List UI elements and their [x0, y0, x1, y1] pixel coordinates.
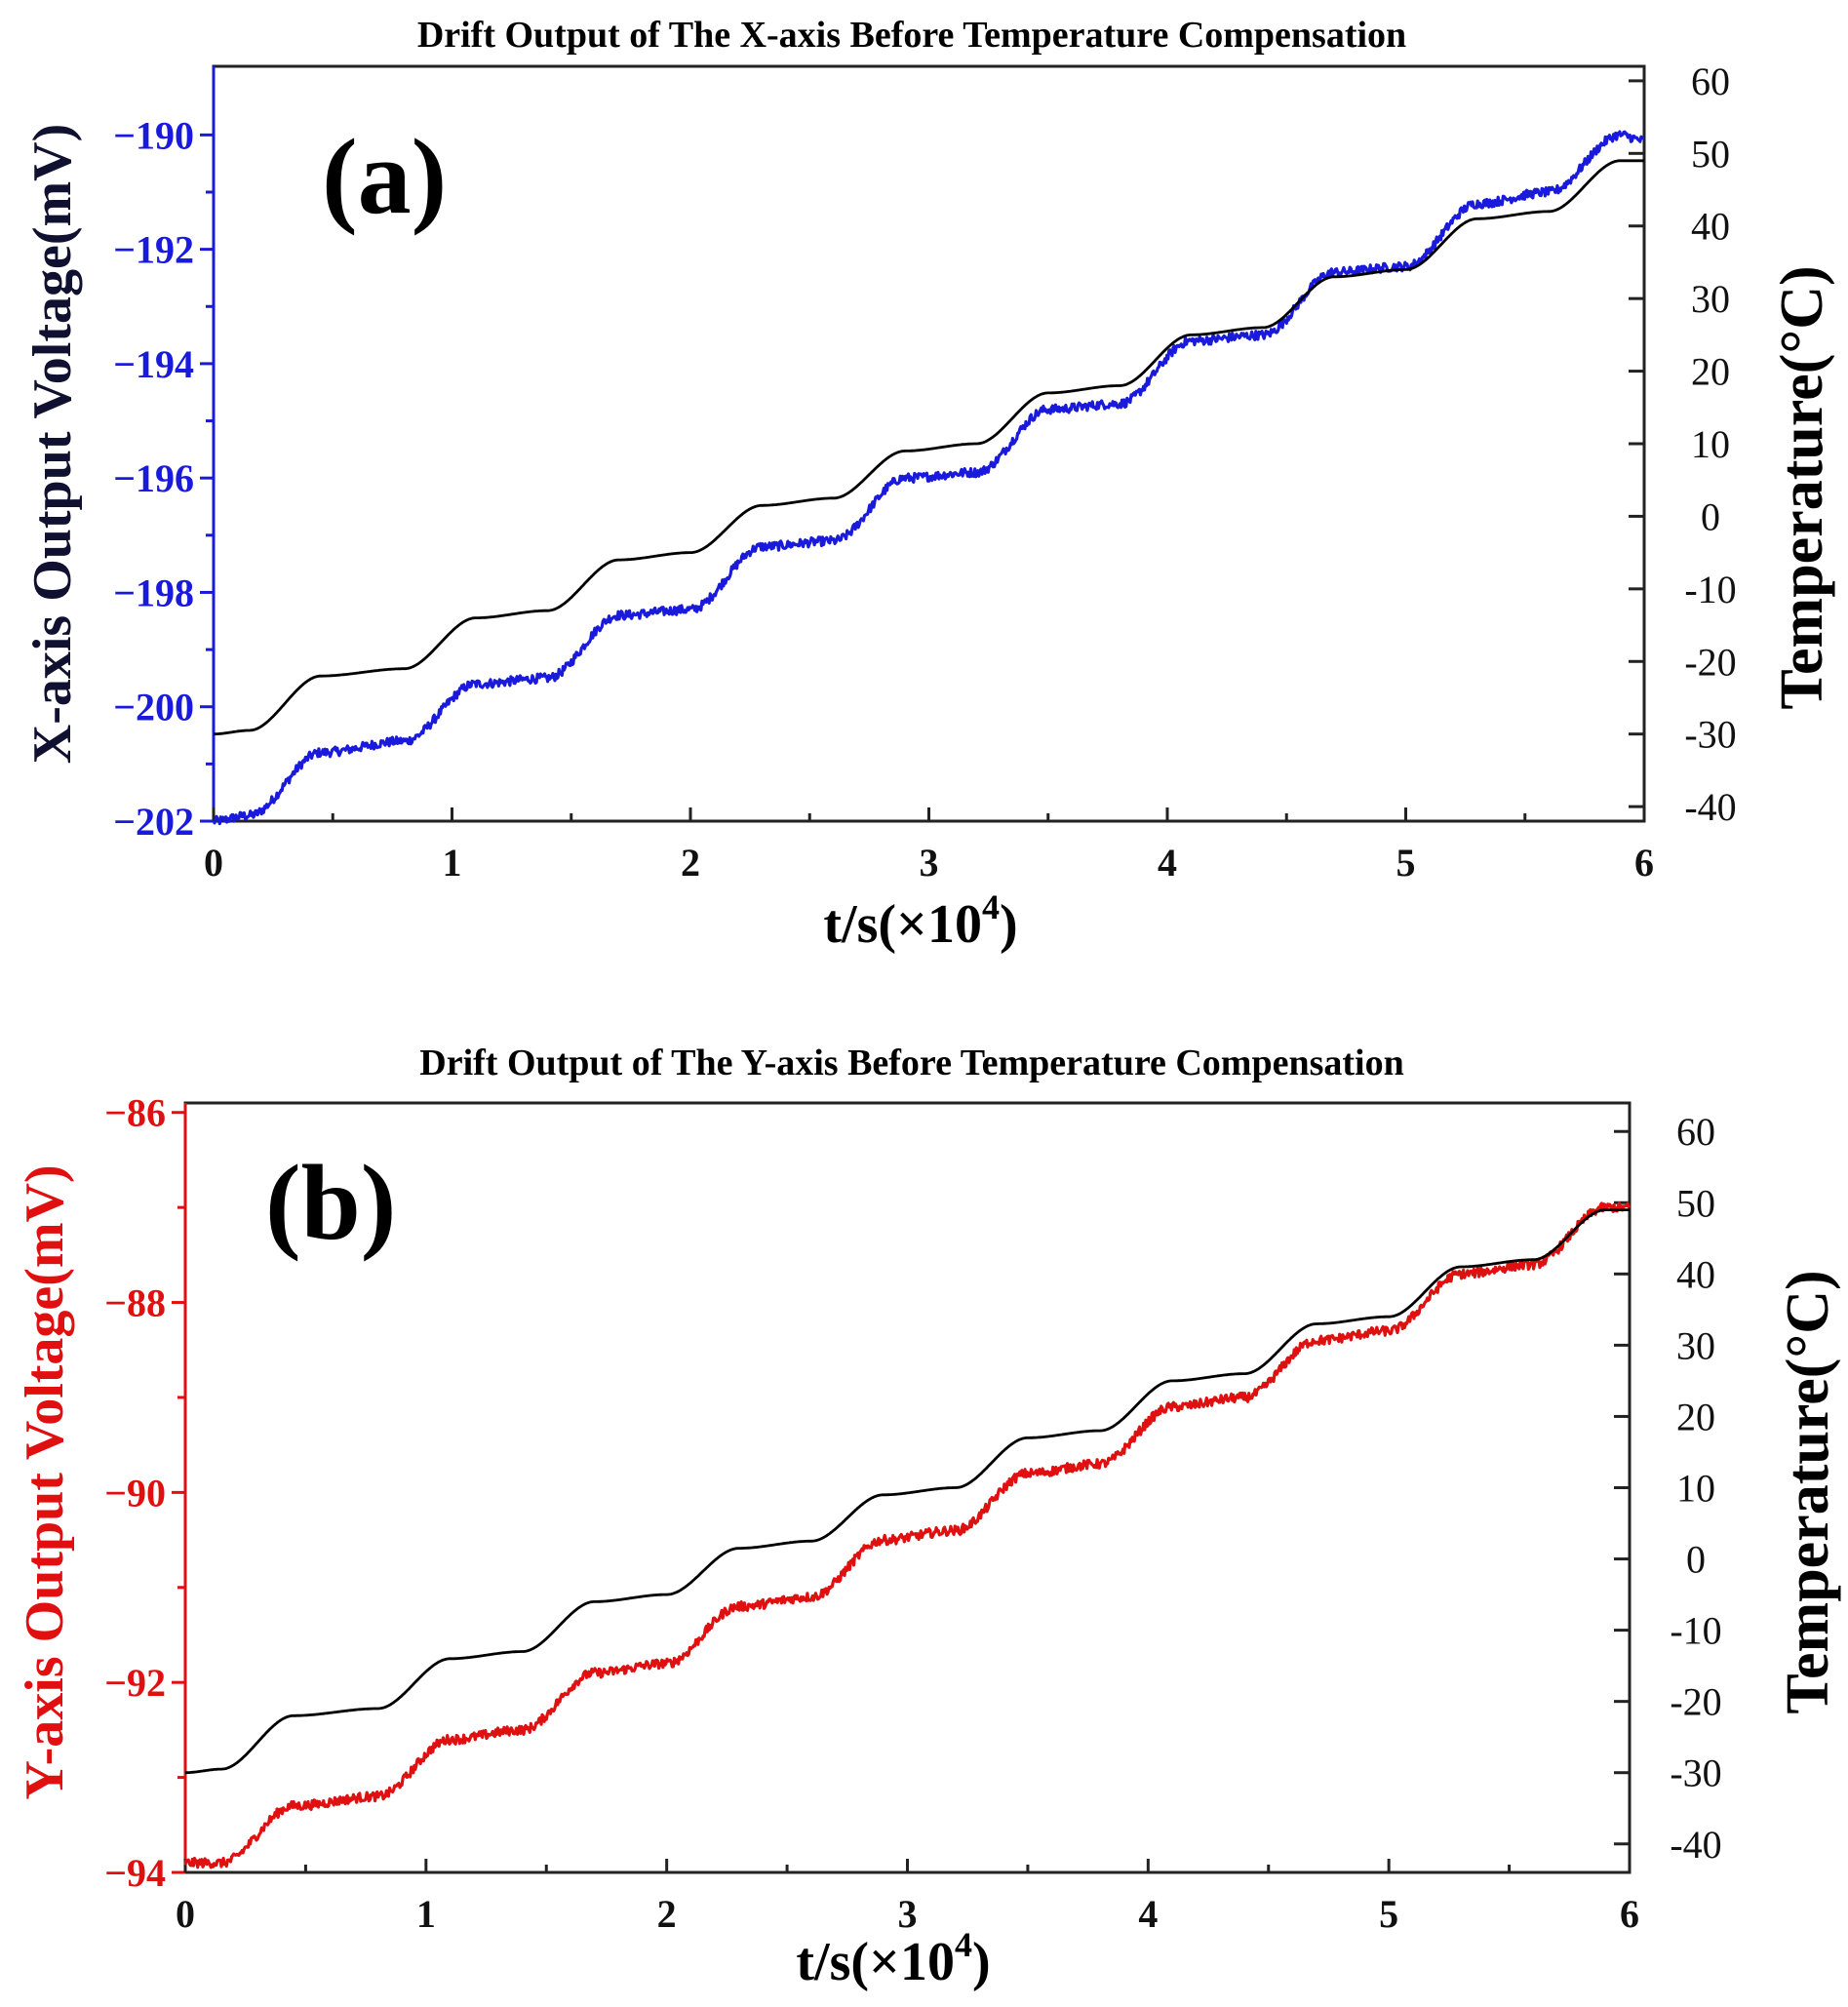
- y2-tick-label: -20: [1670, 1680, 1721, 1724]
- y2-tick-label: 20: [1676, 1395, 1715, 1438]
- x-tick-label: 5: [1379, 1892, 1398, 1936]
- series-group: [212, 130, 1645, 826]
- x-tick-label: 5: [1396, 841, 1416, 885]
- y2-tick-label: 20: [1691, 350, 1730, 394]
- x-tick-label: 4: [1138, 1892, 1158, 1936]
- x-tick-label: 1: [443, 841, 462, 885]
- y-axis-left: −94 −92 −90 −88 −86: [104, 1091, 187, 1895]
- y-tick-label: −200: [113, 686, 194, 729]
- y2-tick-label: -30: [1684, 713, 1736, 757]
- y-axis-left: −202 −200 −198 −196 −194 −192 −190: [113, 66, 216, 844]
- y2-tick-label: 30: [1676, 1323, 1715, 1367]
- panel-label: (b): [265, 1143, 396, 1262]
- panel-label: (a): [322, 117, 447, 236]
- x-tick-label: 6: [1634, 841, 1654, 885]
- y-axis-right: -40 -30 -20 -10 0 10 20 30 40 50 60: [1614, 1110, 1722, 1867]
- y2-tick-label: -10: [1670, 1609, 1721, 1653]
- y2-tick-label: 10: [1691, 422, 1730, 466]
- y2-tick-label: 60: [1676, 1110, 1715, 1154]
- chart-panel-b: Drift Output of The Y-axis Before Temper…: [15, 1043, 1841, 1992]
- chart-title: Drift Output of The Y-axis Before Temper…: [419, 1043, 1403, 1083]
- y2-tick-label: -30: [1670, 1751, 1721, 1795]
- x-tick-label: 6: [1620, 1892, 1639, 1936]
- y-tick-label: −196: [113, 456, 194, 500]
- y-tick-label: −88: [104, 1281, 166, 1325]
- x-axis-label: t/s(×104): [796, 1925, 990, 1992]
- y2-tick-label: -40: [1670, 1823, 1721, 1867]
- x-tick-label: 3: [920, 841, 939, 885]
- y2-tick-label: -10: [1684, 568, 1736, 611]
- x-tick-label: 0: [204, 841, 223, 885]
- y-tick-label: −190: [113, 113, 194, 157]
- y2-tick-label: 60: [1691, 59, 1730, 103]
- y-tick-label: −92: [104, 1661, 166, 1705]
- series-group: [183, 1201, 1632, 1869]
- y2-tick-label: 40: [1676, 1252, 1715, 1296]
- series-line-x-axis-output-voltage: [212, 130, 1645, 826]
- x-tick-label: 2: [657, 1892, 677, 1936]
- x-tick-label: 0: [176, 1892, 195, 1936]
- x-axis: 0 1 2 3 4 5 6: [204, 807, 1654, 885]
- y-axis-label: Y-axis Output Voltage(mV): [15, 1164, 75, 1799]
- y2-tick-label: 50: [1691, 132, 1730, 176]
- y-tick-label: −194: [113, 342, 194, 386]
- y-tick-label: −192: [113, 228, 194, 272]
- y-tick-label: −198: [113, 571, 194, 614]
- y2-tick-label: 40: [1691, 205, 1730, 249]
- y2-tick-label: 30: [1691, 277, 1730, 321]
- chart-title: Drift Output of The X-axis Before Temper…: [417, 15, 1406, 56]
- x-axis: 0 1 2 3 4 5 6: [176, 1859, 1639, 1936]
- y-tick-label: −86: [104, 1091, 166, 1135]
- y-axis-label: X-axis Output Voltage(mV): [22, 124, 83, 764]
- y-tick-label: −90: [104, 1471, 166, 1515]
- x-tick-label: 1: [416, 1892, 436, 1936]
- y-tick-label: −94: [104, 1851, 166, 1895]
- y2-tick-label: -20: [1684, 640, 1736, 684]
- series-line-temperature: [184, 1208, 1631, 1775]
- x-tick-label: 3: [898, 1892, 918, 1936]
- y2-tick-label: -40: [1684, 785, 1736, 829]
- series-line-y-axis-output-voltage: [183, 1201, 1632, 1869]
- chart-panel-a: Drift Output of The X-axis Before Temper…: [22, 15, 1835, 955]
- plot-frame: [183, 1101, 1632, 1874]
- x-tick-label: 2: [681, 841, 700, 885]
- y2-tick-label: 50: [1676, 1181, 1715, 1225]
- y-axis-right: -40 -30 -20 -10 0 10 20 30 40 50 60: [1629, 59, 1737, 829]
- y2-tick-label: 10: [1676, 1467, 1715, 1511]
- y2-tick-label: 0: [1701, 494, 1720, 538]
- x-axis-label: t/s(×104): [823, 887, 1017, 955]
- x-tick-label: 4: [1158, 841, 1177, 885]
- y2-tick-label: 0: [1686, 1538, 1706, 1582]
- series-line-temperature: [213, 159, 1645, 736]
- y-tick-label: −202: [113, 800, 194, 844]
- y2-axis-label: Temperature(°C): [1775, 1270, 1841, 1713]
- y2-axis-label: Temperature(°C): [1769, 265, 1835, 709]
